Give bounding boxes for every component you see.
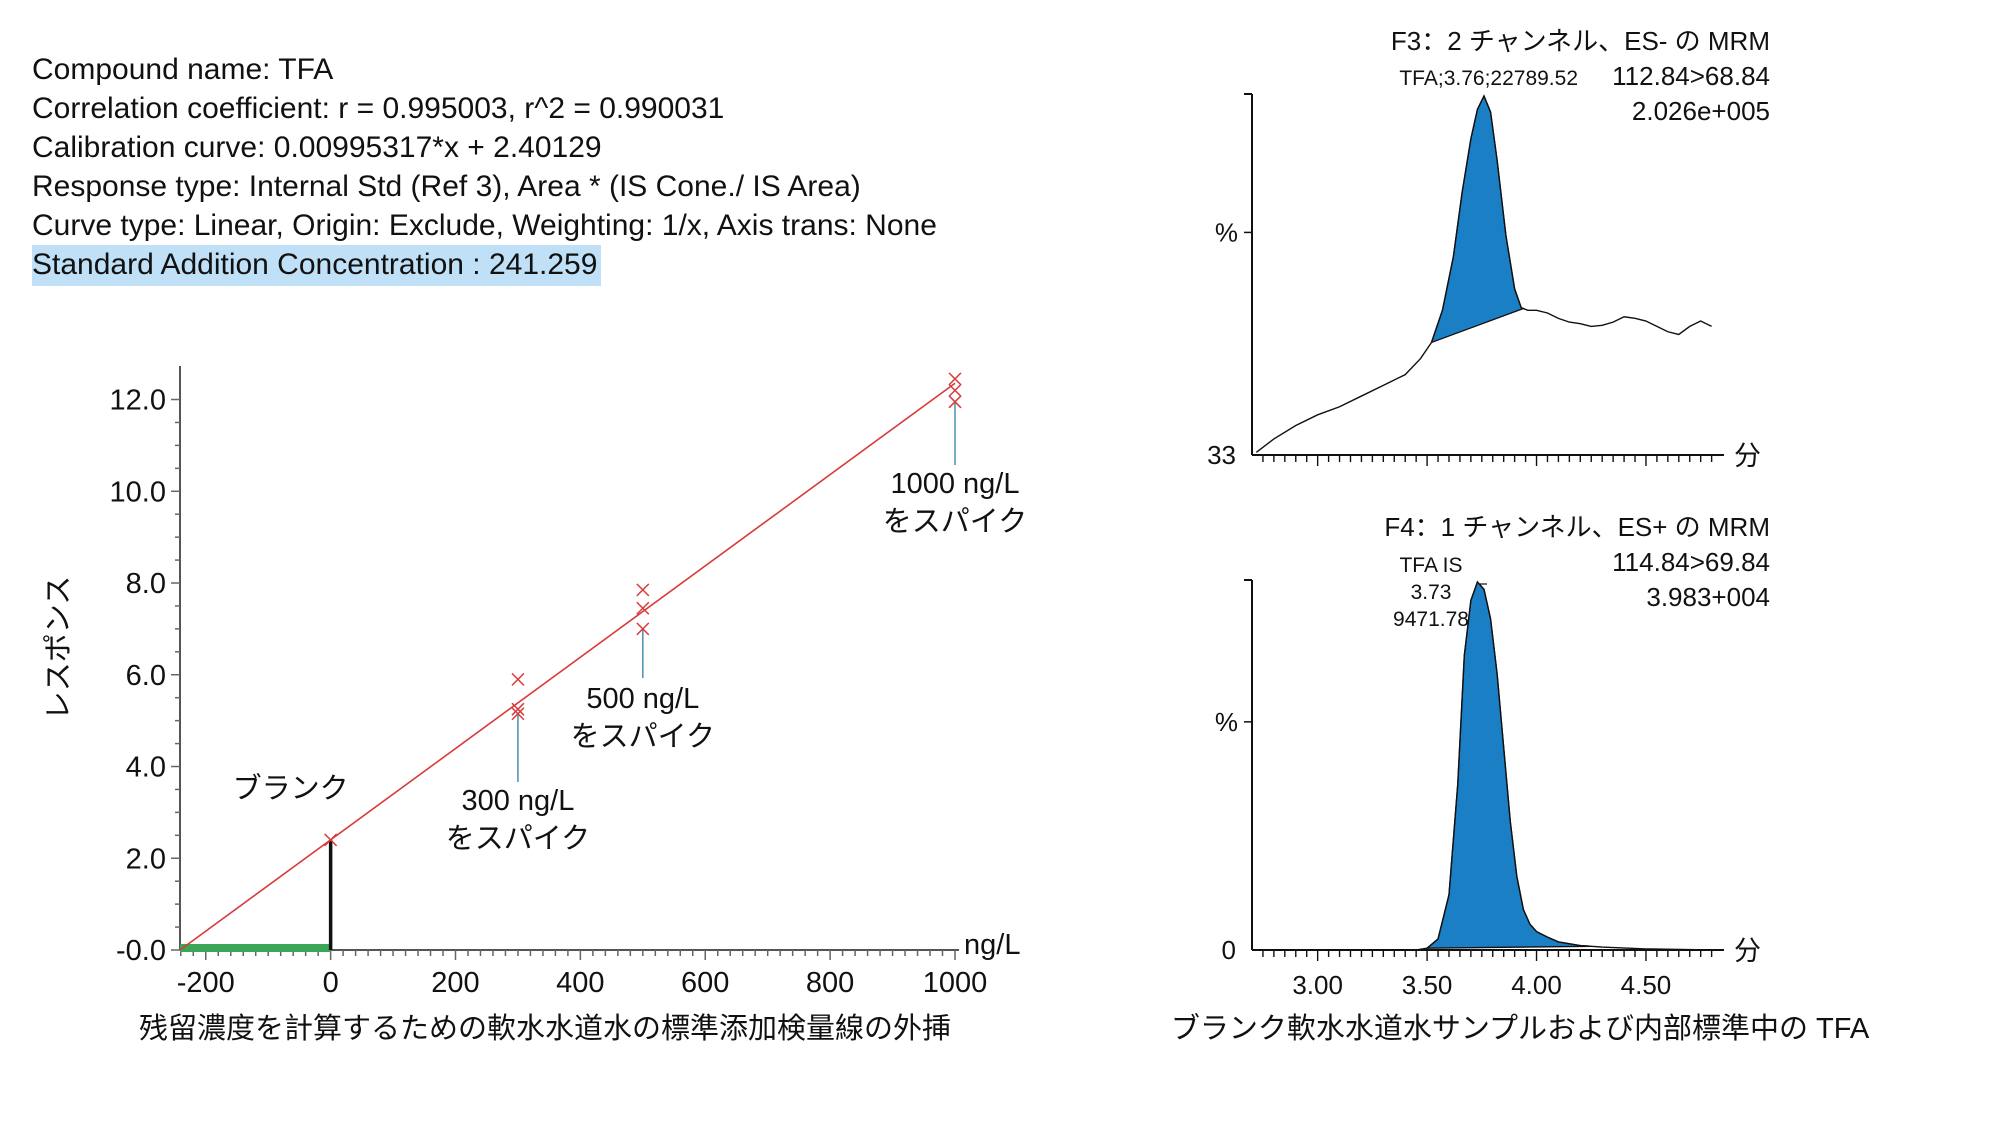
- calibration-y-label: レスポンス: [42, 576, 75, 720]
- annotation-label: をスパイク: [883, 506, 1027, 538]
- y-tick-label: 6.0: [126, 660, 166, 692]
- x-tick-label: 800: [806, 967, 854, 999]
- calibration-fit-line: [179, 382, 956, 951]
- chromatogram-figure: F3：2 チャンネル、ES- の MRM 112.84>68.84 2.026e+0…: [1171, 26, 1870, 1045]
- data-point: [636, 601, 650, 615]
- panel-y-label: %: [1215, 707, 1238, 737]
- x-tick-label: 1000: [923, 967, 988, 999]
- compound-info: Compound name: TFA Correlation coefficie…: [32, 50, 937, 286]
- data-point: [511, 707, 525, 721]
- peak-label: TFA;3.76;22789.52: [1399, 67, 1578, 90]
- data-point: [948, 372, 962, 386]
- panel-x-unit: 分: [1734, 936, 1761, 966]
- panel-transition: 114.84>69.84: [1612, 547, 1770, 577]
- integrated-peak-area: [1430, 94, 1526, 344]
- calibration-caption: 残留濃度を計算するための軟水水道水の標準添加検量線の外挿: [139, 1012, 951, 1045]
- panel-y-min-label: 0: [1222, 935, 1236, 965]
- chromatogram-panel-f3: F3：2 チャンネル、ES- の MRM 112.84>68.84 2.026e+0…: [1207, 26, 1770, 471]
- peak-label: 9471.78: [1393, 608, 1469, 631]
- integrated-peak-area: [1425, 580, 1592, 949]
- calibration-curve: Calibration curve: 0.00995317*x + 2.4012…: [32, 131, 602, 164]
- calibration-x-unit: ng/L: [964, 929, 1020, 961]
- panel-transition: 112.84>68.84: [1612, 61, 1770, 91]
- x-tick-label: 200: [431, 967, 479, 999]
- panel-intensity: 3.983+004: [1646, 582, 1770, 612]
- x-tick-label: 400: [556, 967, 604, 999]
- standard-addition-concentration[interactable]: Standard Addition Concentration : 241.25…: [32, 245, 602, 286]
- data-point-stroke: [948, 383, 962, 397]
- chromatogram-caption: ブランク軟水水道水サンプルおよび内部標準中の TFA: [1171, 1012, 1870, 1045]
- peak-label: TFA IS: [1399, 554, 1462, 577]
- data-point-stroke: [636, 622, 650, 636]
- panel-intensity: 2.026e+005: [1632, 96, 1770, 126]
- annotation-label: ブランク: [233, 772, 349, 805]
- panel-y-label: %: [1215, 217, 1238, 247]
- annotation-label: 300 ng/L: [461, 785, 574, 817]
- data-point: [636, 583, 650, 597]
- panel-header: F4：1 チャンネル、ES+ の MRM: [1384, 512, 1770, 542]
- x-tick-label: 3.50: [1402, 970, 1453, 1000]
- chromatogram-trace: [1255, 94, 1712, 453]
- x-tick-label: 0: [323, 967, 339, 999]
- annotation-label: をスパイク: [571, 721, 715, 753]
- y-tick-label: 8.0: [126, 568, 166, 600]
- data-point: [636, 622, 650, 636]
- calibration-tick-labels: -0.0 2.0 4.0 6.0 8.0 10.0 12.0 -200 0 200 400 600 80…: [110, 385, 988, 999]
- annotation-label: 500 ng/L: [586, 683, 699, 715]
- peak-label: 3.73: [1411, 581, 1452, 604]
- y-tick-label: 2.0: [126, 843, 166, 875]
- panel-header: F3：2 チャンネル、ES- の MRM: [1391, 26, 1770, 56]
- calibration-annotations: ブランク 300 ng/L をスパイク 500 ng/L をスパイク 1000 ng/L を…: [233, 468, 1028, 855]
- correlation-coefficient: Correlation coefficient: r = 0.995003, r…: [32, 92, 725, 125]
- compound-name: Compound name: TFA: [32, 53, 334, 86]
- x-tick-label: 3.00: [1292, 970, 1343, 1000]
- chromatogram-panel-f4: F4：1 チャンネル、ES+ の MRM 114.84>69.84 3.983+00…: [1215, 512, 1770, 1000]
- y-tick-label: 4.0: [126, 752, 166, 784]
- data-point-stroke: [511, 672, 525, 686]
- data-point: [511, 702, 525, 716]
- data-point-stroke: [511, 702, 525, 716]
- annotation-label: 1000 ng/L: [890, 468, 1019, 500]
- data-point: [948, 383, 962, 397]
- data-point-stroke: [636, 601, 650, 615]
- data-point-stroke: [948, 395, 962, 409]
- panel-x-unit: 分: [1734, 441, 1761, 471]
- data-point-stroke: [511, 707, 525, 721]
- x-tick-label: 4.50: [1621, 970, 1672, 1000]
- curve-type: Curve type: Linear, Origin: Exclude, Wei…: [32, 209, 937, 242]
- calibration-chart: -0.0 2.0 4.0 6.0 8.0 10.0 12.0 -200 0 200 400 600 80…: [42, 366, 1027, 1045]
- x-tick-label: 600: [681, 967, 729, 999]
- panel-y-min-label: 33: [1207, 440, 1236, 470]
- data-point-stroke: [324, 833, 338, 847]
- data-point: [948, 395, 962, 409]
- data-point: [324, 833, 338, 847]
- y-tick-label: -0.0: [116, 935, 166, 967]
- response-type: Response type: Internal Std (Ref 3), Are…: [32, 170, 861, 203]
- chromatogram-trace: [1256, 580, 1712, 951]
- annotation-label: をスパイク: [446, 823, 590, 855]
- x-tick-label: 4.00: [1511, 970, 1562, 1000]
- data-point-stroke: [636, 583, 650, 597]
- y-tick-label: 10.0: [110, 476, 166, 508]
- x-tick-label: -200: [177, 967, 235, 999]
- data-point: [511, 672, 525, 686]
- data-point-stroke: [948, 372, 962, 386]
- calibration-series: [179, 372, 962, 952]
- y-tick-label: 12.0: [110, 385, 166, 417]
